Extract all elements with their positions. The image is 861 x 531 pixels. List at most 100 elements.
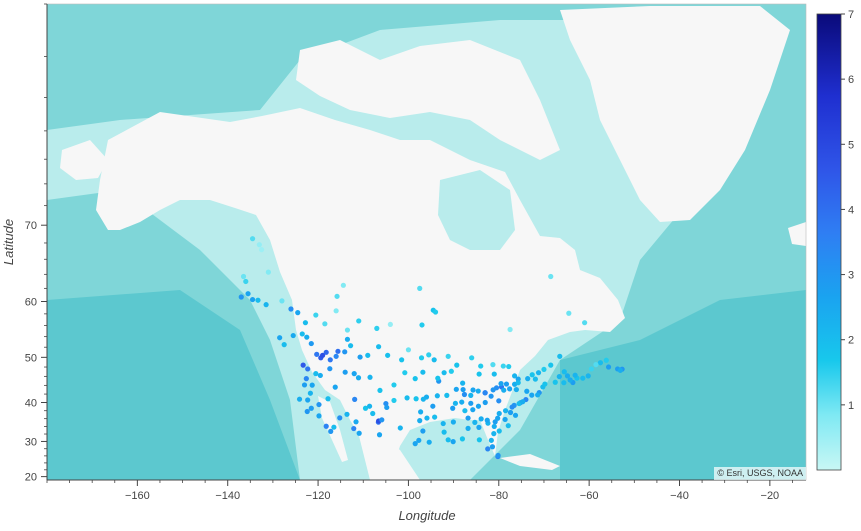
data-point[interactable]	[351, 371, 357, 377]
data-point[interactable]	[243, 278, 249, 285]
data-point[interactable]	[462, 408, 468, 414]
data-point[interactable]	[420, 369, 426, 375]
data-point[interactable]	[444, 392, 450, 398]
data-point[interactable]	[317, 372, 323, 379]
data-point[interactable]	[495, 415, 501, 421]
data-point[interactable]	[495, 452, 501, 459]
data-point[interactable]	[460, 380, 466, 386]
data-point[interactable]	[465, 415, 471, 421]
data-point[interactable]	[476, 371, 482, 377]
data-point[interactable]	[333, 353, 339, 359]
data-point[interactable]	[597, 360, 604, 366]
data-point[interactable]	[605, 364, 612, 370]
data-point[interactable]	[603, 357, 609, 363]
data-point[interactable]	[556, 373, 562, 380]
data-point[interactable]	[501, 387, 507, 393]
data-point[interactable]	[507, 326, 513, 333]
data-point[interactable]	[418, 409, 424, 415]
data-point[interactable]	[366, 403, 373, 409]
data-point[interactable]	[453, 386, 459, 392]
data-point[interactable]	[356, 430, 362, 436]
data-point[interactable]	[279, 298, 285, 304]
data-point[interactable]	[445, 437, 451, 443]
data-point[interactable]	[365, 352, 371, 358]
data-point[interactable]	[509, 404, 515, 410]
data-point[interactable]	[450, 419, 456, 425]
data-point[interactable]	[307, 390, 313, 396]
data-point[interactable]	[535, 392, 541, 398]
data-point[interactable]	[488, 393, 494, 399]
data-point[interactable]	[585, 373, 591, 379]
data-point[interactable]	[496, 428, 502, 434]
data-point[interactable]	[367, 374, 373, 380]
data-point[interactable]	[461, 391, 468, 398]
data-point[interactable]	[288, 306, 294, 312]
data-point[interactable]	[564, 373, 571, 379]
data-point[interactable]	[535, 370, 542, 376]
data-point[interactable]	[413, 396, 419, 402]
data-point[interactable]	[432, 414, 438, 420]
data-point[interactable]	[387, 321, 393, 328]
data-point[interactable]	[580, 375, 586, 381]
data-point[interactable]	[418, 355, 425, 361]
data-point[interactable]	[512, 412, 519, 418]
data-point[interactable]	[525, 376, 531, 382]
data-point[interactable]	[542, 381, 548, 387]
data-point[interactable]	[468, 392, 474, 398]
data-point[interactable]	[478, 416, 484, 422]
data-point[interactable]	[385, 352, 391, 358]
data-point[interactable]	[482, 399, 488, 406]
data-point[interactable]	[416, 437, 422, 443]
data-point[interactable]	[351, 425, 357, 432]
data-point[interactable]	[308, 340, 314, 347]
data-point[interactable]	[472, 419, 478, 425]
data-point[interactable]	[432, 309, 439, 315]
data-point[interactable]	[331, 424, 337, 430]
data-point[interactable]	[240, 273, 247, 280]
data-point[interactable]	[344, 336, 351, 342]
data-point[interactable]	[541, 366, 547, 373]
data-point[interactable]	[557, 353, 563, 359]
data-point[interactable]	[323, 349, 329, 355]
data-point[interactable]	[459, 436, 466, 442]
data-point[interactable]	[450, 439, 456, 445]
data-point[interactable]	[491, 431, 497, 437]
data-point[interactable]	[340, 282, 346, 288]
data-point[interactable]	[333, 308, 339, 314]
data-point[interactable]	[593, 362, 599, 368]
data-point[interactable]	[507, 386, 513, 392]
data-point[interactable]	[420, 428, 426, 434]
data-point[interactable]	[334, 293, 340, 299]
data-point[interactable]	[316, 413, 322, 419]
data-point[interactable]	[617, 367, 623, 373]
data-point[interactable]	[325, 396, 331, 402]
data-point[interactable]	[532, 376, 538, 382]
data-point[interactable]	[485, 446, 491, 452]
data-point[interactable]	[513, 386, 520, 393]
data-point[interactable]	[470, 387, 476, 393]
data-point[interactable]	[397, 425, 403, 431]
data-point[interactable]	[399, 357, 405, 363]
data-point[interactable]	[362, 405, 369, 411]
data-point[interactable]	[445, 353, 451, 359]
data-point[interactable]	[356, 318, 362, 324]
data-point[interactable]	[484, 417, 490, 423]
data-point[interactable]	[322, 321, 328, 327]
data-point[interactable]	[301, 382, 308, 388]
data-point[interactable]	[489, 444, 496, 450]
data-point[interactable]	[459, 399, 465, 405]
data-point[interactable]	[491, 371, 497, 377]
data-point[interactable]	[448, 368, 454, 374]
data-point[interactable]	[327, 357, 333, 363]
data-point[interactable]	[319, 352, 326, 358]
data-point[interactable]	[277, 335, 283, 341]
data-point[interactable]	[419, 322, 425, 328]
data-point[interactable]	[309, 382, 315, 388]
data-point[interactable]	[498, 380, 504, 387]
data-point[interactable]	[502, 408, 509, 414]
data-point[interactable]	[352, 396, 358, 402]
data-point[interactable]	[588, 366, 595, 372]
data-point[interactable]	[561, 380, 567, 386]
data-point[interactable]	[482, 390, 488, 396]
data-point[interactable]	[417, 285, 423, 291]
